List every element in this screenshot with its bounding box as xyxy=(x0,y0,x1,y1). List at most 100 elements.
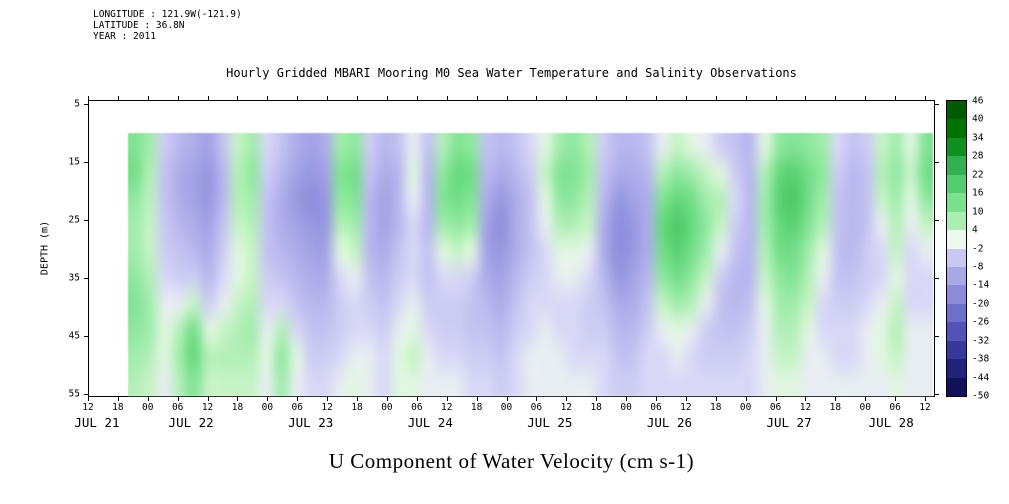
x-axis-tick-label: 00 xyxy=(620,402,632,413)
colorbar-segment xyxy=(947,303,966,323)
y-axis-tick xyxy=(84,162,88,163)
colorbar-label: -2 xyxy=(972,243,984,254)
x-axis-tick-label: 06 xyxy=(650,402,662,413)
x-axis-tick-label: 06 xyxy=(889,402,901,413)
x-axis-tick-label: 00 xyxy=(739,402,752,413)
y-axis-tick-label: 35 xyxy=(68,272,80,284)
x-axis-tick-label: 12 xyxy=(321,402,333,413)
heatmap-canvas xyxy=(128,133,933,396)
x-axis-tick-label: 06 xyxy=(291,402,303,413)
x-axis-tick-top xyxy=(685,96,687,100)
metadata-year: YEAR : 2011 xyxy=(93,31,156,42)
colorbar-segment xyxy=(947,377,966,396)
colorbar-label: 10 xyxy=(972,206,984,218)
x-axis-tick-label: 18 xyxy=(112,402,124,413)
x-axis-tick-top xyxy=(775,96,777,100)
x-axis-tick-top xyxy=(117,96,119,100)
x-axis-tick-label: 00 xyxy=(381,402,393,413)
x-axis-tick-top xyxy=(446,96,448,100)
x-axis-tick-label: 12 xyxy=(799,402,812,413)
colorbar-label: 40 xyxy=(972,113,984,125)
x-axis-tick-label: 06 xyxy=(171,402,184,413)
x-axis-tick xyxy=(207,397,209,401)
x-axis-tick xyxy=(775,397,777,401)
x-axis-tick-top xyxy=(895,96,897,100)
metadata-latitude: LATITUDE : 36.8N xyxy=(93,20,185,31)
colorbar-segment xyxy=(947,285,966,304)
x-axis-tick-top xyxy=(297,96,299,100)
colorbar-label: 22 xyxy=(972,169,984,181)
x-axis-tick-top xyxy=(476,96,478,100)
x-axis-tick-top xyxy=(925,96,927,100)
x-axis-tick xyxy=(835,397,837,401)
x-axis-tick-label: 12 xyxy=(201,402,214,413)
x-axis-date-label: JUL 26 xyxy=(646,415,693,430)
y-axis-tick xyxy=(84,104,88,105)
x-axis-tick-top xyxy=(327,96,329,100)
y-axis-tick-right xyxy=(935,220,939,221)
x-axis-tick xyxy=(177,397,179,401)
x-axis-tick-label: 12 xyxy=(560,402,573,413)
colorbar-label: 46 xyxy=(972,95,984,107)
x-axis-tick xyxy=(297,397,299,401)
x-axis-tick xyxy=(327,397,329,401)
x-axis-tick-label: 00 xyxy=(859,402,871,413)
x-axis-variable-title: U Component of Water Velocity (cm s-1) xyxy=(328,449,695,473)
x-axis-date-label: JUL 23 xyxy=(288,415,334,430)
x-axis-tick xyxy=(655,397,657,401)
x-axis-tick-label: 18 xyxy=(470,402,483,413)
x-axis-tick xyxy=(865,397,867,401)
y-axis-tick xyxy=(84,278,88,279)
x-axis-tick xyxy=(536,397,538,401)
x-axis-tick xyxy=(596,397,598,401)
x-axis-tick xyxy=(88,397,89,401)
x-axis-tick xyxy=(626,397,628,401)
colorbar-label: 34 xyxy=(972,132,984,144)
x-axis-tick xyxy=(237,397,239,401)
y-axis-tick-right xyxy=(935,336,939,337)
x-axis-date-label: JUL 25 xyxy=(527,415,573,430)
x-axis-tick-label: 18 xyxy=(231,402,244,413)
colorbar-segment xyxy=(947,359,966,378)
chart-title: Hourly Gridded MBARI Mooring M0 Sea Wate… xyxy=(226,66,797,80)
x-axis-tick-top xyxy=(566,96,568,100)
colorbar-segment xyxy=(947,248,966,267)
colorbar-segment xyxy=(947,174,966,194)
x-axis-tick-top xyxy=(147,96,149,100)
x-axis-tick xyxy=(745,397,747,401)
colorbar-segment xyxy=(947,156,966,175)
x-axis-tick-label: 12 xyxy=(82,402,94,413)
x-axis-tick-top xyxy=(357,96,359,100)
x-axis-tick-label: 06 xyxy=(769,402,782,413)
x-axis-tick-top xyxy=(865,96,867,100)
x-axis-tick-label: 18 xyxy=(829,402,842,413)
x-axis-tick-top xyxy=(177,96,179,100)
x-axis-tick xyxy=(685,397,687,401)
colorbar-label: -20 xyxy=(972,298,990,310)
x-axis-tick-label: 18 xyxy=(710,402,722,413)
x-axis-tick xyxy=(416,397,418,401)
colorbar-segment xyxy=(947,101,966,120)
x-axis-tick xyxy=(147,397,149,401)
y-axis-tick-right xyxy=(935,162,939,163)
x-axis-tick-top xyxy=(207,96,209,100)
x-axis-tick-top xyxy=(835,96,837,100)
x-axis-tick xyxy=(805,397,807,401)
x-axis-tick-top xyxy=(506,96,508,100)
x-axis-tick xyxy=(715,397,717,401)
x-axis-tick-top xyxy=(596,96,598,100)
x-axis-date-label: JUL 27 xyxy=(766,415,812,430)
metadata-longitude: LONGITUDE : 121.9W(-121.9) xyxy=(93,9,242,20)
colorbar-segment xyxy=(947,211,966,231)
y-axis-title: DEPTH (m) xyxy=(39,220,51,276)
x-axis-tick-label: 18 xyxy=(590,402,602,413)
x-axis-tick-label: 06 xyxy=(530,402,543,413)
colorbar-label: 4 xyxy=(972,224,978,236)
x-axis-tick-label: 12 xyxy=(440,402,453,413)
x-axis-tick xyxy=(117,397,119,401)
x-axis-tick xyxy=(566,397,568,401)
x-axis-tick-top xyxy=(386,96,388,100)
x-axis-tick-top xyxy=(805,96,807,100)
y-axis-tick xyxy=(84,394,88,395)
